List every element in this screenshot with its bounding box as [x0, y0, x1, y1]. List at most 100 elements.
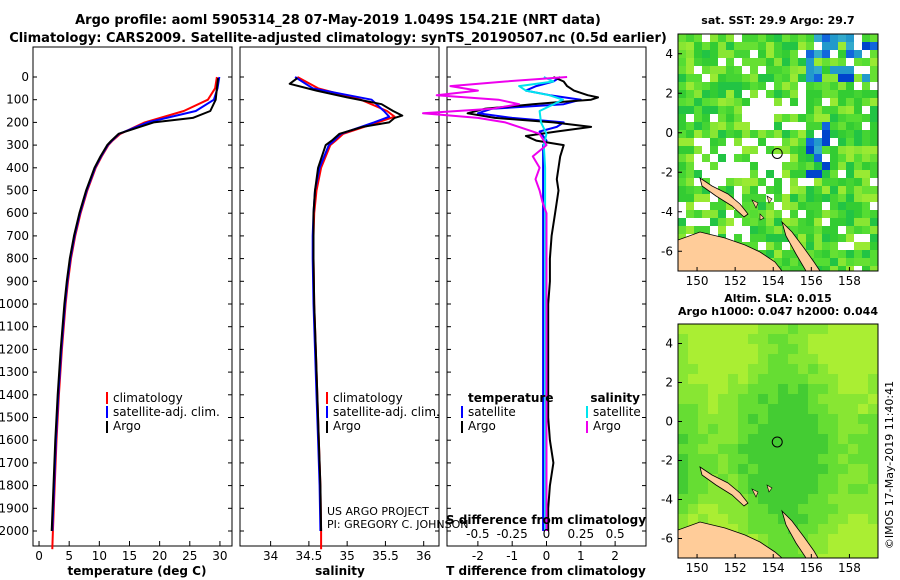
sst-cell [870, 218, 878, 226]
sst-cell [862, 242, 870, 250]
sla-cell [848, 394, 858, 404]
sst-map-title: sat. SST: 29.9 Argo: 29.7 [701, 14, 854, 27]
sst-cell [790, 154, 798, 162]
sst-cell [846, 250, 854, 258]
sst-cell [854, 122, 862, 130]
sla-cell [758, 364, 768, 374]
sst-cell [742, 138, 750, 146]
sla-cell [718, 454, 728, 464]
sst-cell [694, 130, 702, 138]
sla-cell [868, 424, 878, 434]
map-y-tick-label: -6 [661, 244, 673, 258]
sst-cell [838, 90, 846, 98]
sst-map-frame [677, 33, 879, 272]
sst-cell [798, 226, 806, 234]
sla-cell [728, 524, 738, 534]
sst-cell [742, 74, 750, 82]
sst-cell [782, 42, 790, 50]
sst-cell [854, 130, 862, 138]
sst-cell [822, 226, 830, 234]
sla-cell [708, 464, 718, 474]
sst-cell [814, 154, 822, 162]
sla-cell [858, 484, 868, 494]
sst-cell [758, 154, 766, 162]
sla-cell [718, 424, 728, 434]
sst-cell [686, 66, 694, 74]
sla-cell [678, 494, 688, 504]
sla-cell [838, 394, 848, 404]
sst-cell [846, 90, 854, 98]
sst-cell [822, 58, 830, 66]
sst-cell [766, 218, 774, 226]
sst-cell [830, 98, 838, 106]
map-x-tick-label: 154 [762, 561, 785, 575]
sst-cell [710, 66, 718, 74]
difference-panel: -2 -1 0 1 2 -0.5 -0.25 0 0.25 0.5 S difference f… [422, 46, 647, 578]
sst-cell [750, 242, 758, 250]
sst-cell [758, 242, 766, 250]
sst-cell [710, 82, 718, 90]
sla-cell [708, 494, 718, 504]
depth-tick-label: 600 [6, 206, 29, 220]
sla-cell [788, 544, 798, 554]
sla-cell [868, 434, 878, 444]
sla-cell [738, 374, 748, 384]
sst-cell [838, 82, 846, 90]
sst-cell [718, 178, 726, 186]
sst-cell [798, 42, 806, 50]
sst-cell [798, 138, 806, 146]
sst-cell [798, 122, 806, 130]
sst-cell [814, 170, 822, 178]
sla-cell [808, 504, 818, 514]
sst-cell [838, 34, 846, 42]
sst-cell [846, 58, 854, 66]
sst-cell [694, 170, 702, 178]
sst-cell [854, 98, 862, 106]
sst-cell [742, 194, 750, 202]
sst-cell [782, 202, 790, 210]
sla-cell [788, 464, 798, 474]
sst-cell [686, 82, 694, 90]
sla-cell [688, 404, 698, 414]
sst-cell [862, 194, 870, 202]
sst-cell [862, 218, 870, 226]
sst-cell [694, 138, 702, 146]
sst-cell [678, 74, 686, 82]
sst-cell [686, 202, 694, 210]
sla-cell [788, 484, 798, 494]
sst-cell [694, 106, 702, 114]
sst-cell [798, 90, 806, 98]
sla-cell [808, 394, 818, 404]
sst-cell [790, 42, 798, 50]
sla-cell [688, 464, 698, 474]
sst-cell [806, 178, 814, 186]
sla-cell [858, 454, 868, 464]
sla-cell [698, 364, 708, 374]
sla-cell [838, 454, 848, 464]
sla-cell [818, 384, 828, 394]
sla-cell [818, 414, 828, 424]
sst-cell [766, 226, 774, 234]
sst-cell [870, 130, 878, 138]
sst-cell [734, 146, 742, 154]
sst-cell [774, 210, 782, 218]
sla-cell [788, 364, 798, 374]
sla-cell [748, 514, 758, 524]
sst-cell [814, 66, 822, 74]
sst-cell [830, 266, 838, 271]
sst-cell [750, 178, 758, 186]
sla-cell [808, 444, 818, 454]
sst-cell [686, 122, 694, 130]
sla-cell [768, 514, 778, 524]
sla-cell [778, 464, 788, 474]
sla-cell [828, 424, 838, 434]
sst-cell [774, 66, 782, 74]
sla-cell [678, 474, 688, 484]
sla-cell [768, 504, 778, 514]
map-x-tick-label: 156 [800, 274, 823, 288]
top-x-tick-label: 0.5 [606, 527, 625, 541]
sst-cell [726, 106, 734, 114]
sst-cell [870, 234, 878, 242]
x-tick-label: 30 [212, 549, 227, 563]
map-x-tick-label: 156 [800, 561, 823, 575]
